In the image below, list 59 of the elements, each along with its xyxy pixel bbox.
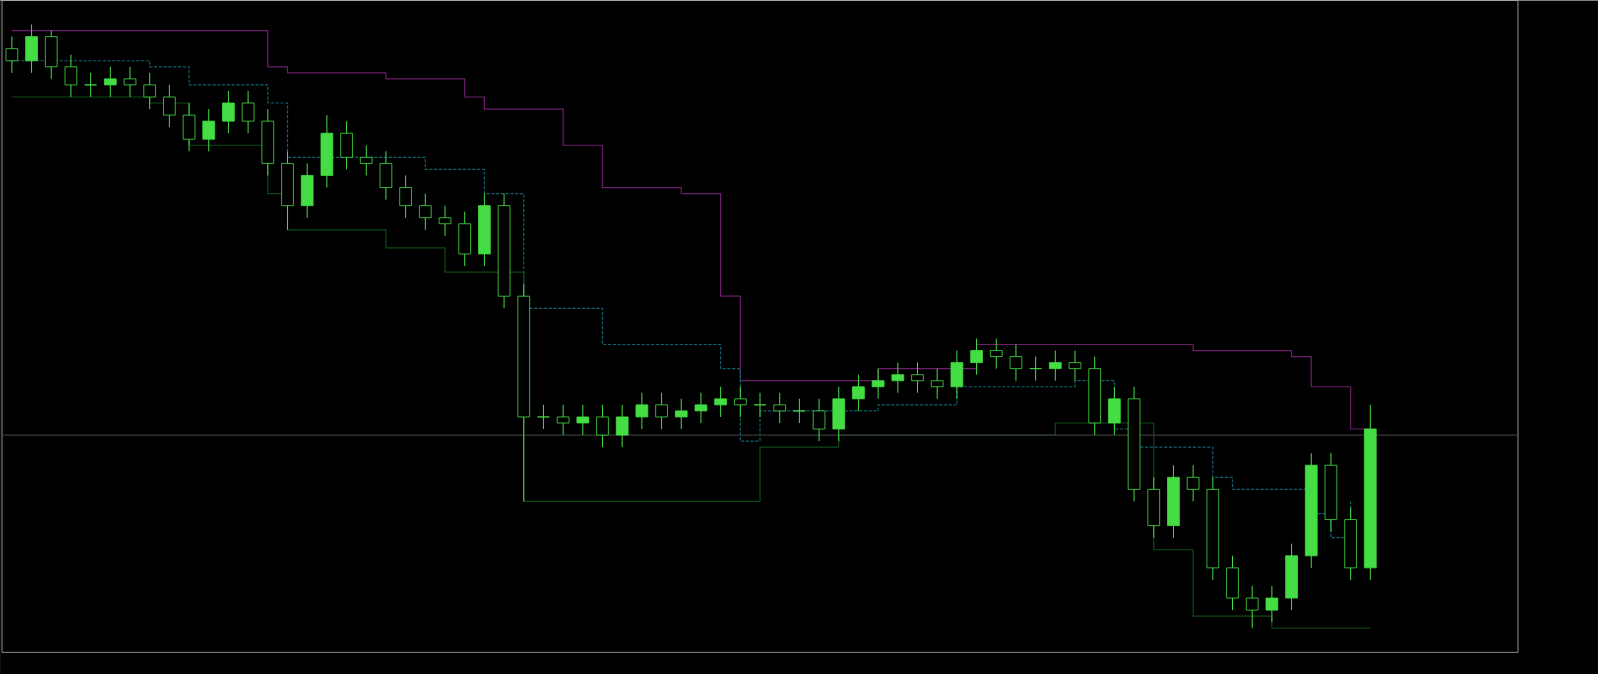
candlestick [320, 114, 334, 188]
candlestick [163, 84, 176, 128]
candlestick [1147, 476, 1161, 538]
candlestick [832, 386, 846, 442]
candlestick [1226, 555, 1239, 611]
candlestick [143, 72, 156, 110]
candlestick [300, 162, 314, 219]
candlestick [419, 192, 432, 231]
candlestick [694, 392, 708, 424]
candlestick [930, 367, 944, 400]
candlestick [399, 174, 412, 219]
candlestick [753, 392, 767, 418]
candlestick [734, 386, 747, 418]
candlestick [458, 211, 471, 267]
candlestick [615, 404, 629, 448]
candlestick [596, 404, 609, 448]
candlestick [84, 72, 97, 98]
candlestick [5, 35, 19, 74]
candlestick [852, 373, 865, 412]
candlestick [281, 150, 294, 231]
candlestick [182, 102, 196, 152]
candlestick [793, 398, 806, 424]
candlestick [655, 392, 668, 430]
candlestick [1068, 349, 1082, 382]
candlestick [714, 386, 727, 418]
candlestick [438, 204, 452, 237]
candlestick [674, 398, 688, 430]
candlestick [222, 90, 235, 134]
candlestick [1285, 543, 1298, 611]
candlestick [44, 29, 58, 80]
candlestick [556, 404, 570, 436]
candlestick [104, 66, 117, 98]
candlestick [123, 66, 137, 98]
candlestick [1029, 355, 1042, 382]
candlestick [871, 367, 885, 400]
candlestick [891, 361, 905, 394]
candlestick [911, 361, 924, 394]
candlestick [773, 392, 786, 424]
candlestick [1108, 386, 1121, 436]
candlestick [970, 337, 983, 375]
candlestick [635, 392, 649, 430]
candlestick [379, 150, 393, 200]
candlestick [950, 349, 964, 400]
candlestick [340, 120, 353, 170]
candlestick [1049, 349, 1062, 382]
candlestick [1265, 585, 1279, 623]
candlestick [1245, 585, 1259, 629]
candlestick [241, 90, 255, 134]
candlestick [537, 404, 550, 430]
candlestick [989, 337, 1003, 369]
candlestick [812, 398, 826, 442]
candlestick [576, 404, 590, 436]
candlestick [1186, 464, 1200, 502]
candlestick [359, 144, 373, 176]
candlestick [202, 108, 216, 152]
candlestick [64, 54, 78, 98]
candlestick [25, 23, 38, 74]
candlestick [1009, 343, 1023, 382]
candlestick [261, 108, 275, 176]
